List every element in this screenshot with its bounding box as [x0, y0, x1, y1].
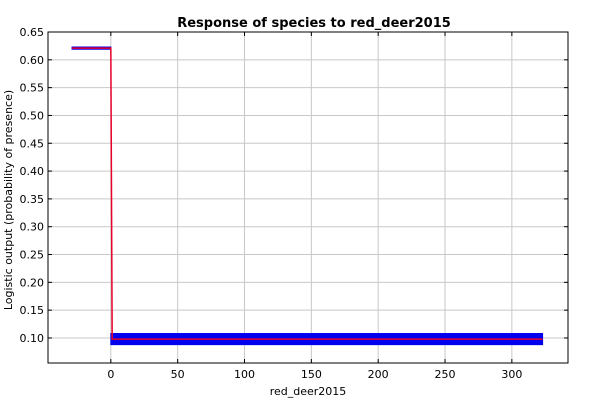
response-line	[72, 47, 543, 340]
x-axis-ticks: 0 50 100 150 200 250 300	[107, 32, 522, 381]
y-tick-label: 0.35	[20, 193, 45, 206]
y-tick-label: 0.50	[20, 109, 45, 122]
x-tick-label: 200	[368, 368, 389, 381]
x-tick-label: 0	[107, 368, 114, 381]
y-tick-label: 0.60	[20, 54, 45, 67]
y-tick-label: 0.30	[20, 221, 45, 234]
y-axis-ticks: 0.10 0.15 0.20 0.25 0.30 0.35 0.40 0.45 0.50 0.55…	[20, 26, 568, 345]
x-axis-label: red_deer2015	[270, 385, 347, 398]
y-tick-label: 0.10	[20, 332, 45, 345]
y-axis-label: Logistic output (probability of presence…	[2, 90, 15, 310]
chart-title: Response of species to red_deer2015	[177, 16, 451, 31]
y-tick-label: 0.65	[20, 26, 45, 39]
y-tick-label: 0.55	[20, 82, 45, 95]
plot-frame	[47, 31, 569, 364]
y-tick-label: 0.45	[20, 137, 45, 150]
y-tick-label: 0.15	[20, 304, 45, 317]
x-tick-label: 250	[435, 368, 456, 381]
x-tick-label: 100	[234, 368, 255, 381]
x-tick-label: 150	[301, 368, 322, 381]
data-layer	[71, 46, 544, 346]
grid	[48, 31, 568, 363]
y-tick-label: 0.40	[20, 165, 45, 178]
x-tick-label: 50	[171, 368, 185, 381]
y-tick-label: 0.20	[20, 276, 45, 289]
x-tick-label: 300	[501, 368, 522, 381]
y-tick-label: 0.25	[20, 249, 45, 262]
